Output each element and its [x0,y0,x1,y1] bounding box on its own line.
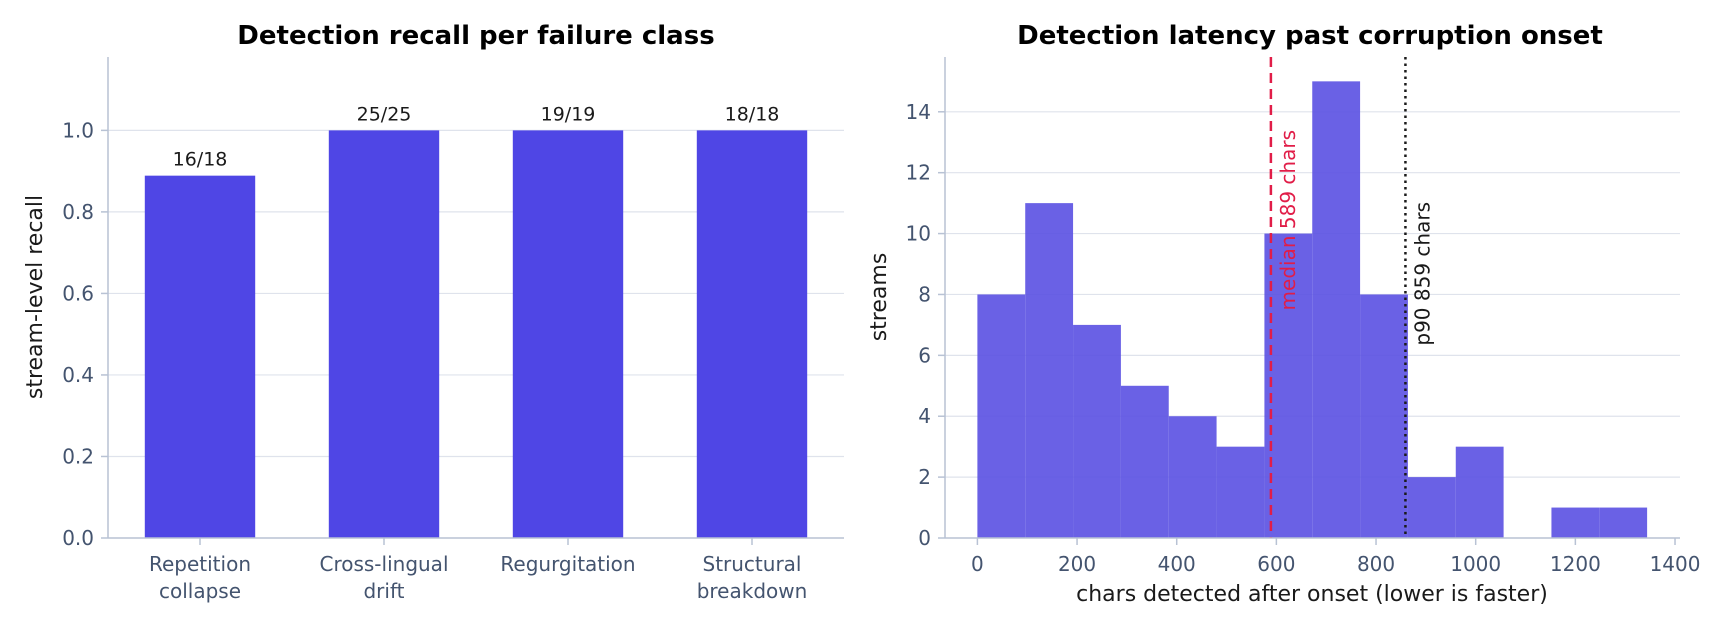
latency-histogram: Detection latency past corruption onset … [867,21,1700,607]
latency-y-tick-label: 8 [918,282,931,306]
recall-bar-value-label: 25/25 [357,103,412,125]
latency-bin [1360,294,1408,538]
recall-category-label: Cross-lingual drift [319,552,448,603]
latency-bin [1120,385,1169,538]
recall-category-label-line: Structural [703,552,802,576]
recall-y-axis-label: stream-level recall [23,195,48,399]
latency-y-axis-label: streams [867,253,892,342]
recall-y-ticks: 0.0 0.2 0.4 0.6 0.8 1.0 [62,118,108,550]
latency-x-tick-label: 1000 [1450,552,1501,576]
recall-category-label-line: Cross-lingual [319,552,448,576]
latency-bin [1455,446,1504,538]
latency-y-tick-label: 10 [906,222,931,246]
latency-reference-label: median 589 chars [1276,130,1300,310]
latency-chart-title: Detection latency past corruption onset [1017,21,1603,51]
recall-category-label: Repetition collapse [149,552,251,603]
recall-chart-title: Detection recall per failure class [237,21,714,51]
recall-category-label: Structural breakdown [697,552,808,603]
recall-y-tick-label: 0.8 [62,200,94,224]
latency-bin [977,294,1026,538]
latency-x-tick-label: 800 [1357,552,1395,576]
latency-bin [1168,416,1217,538]
latency-x-tick-label: 400 [1158,552,1196,576]
recall-bar-value-label: 18/18 [725,103,780,125]
recall-bar [512,130,624,539]
latency-bin [1407,477,1456,538]
latency-x-tick-label: 600 [1257,552,1295,576]
latency-x-tick-label: 200 [1058,552,1096,576]
latency-bin [1025,203,1074,538]
latency-bin [1599,507,1648,538]
latency-bin [1312,81,1361,538]
latency-bins [977,81,1648,538]
recall-bar-value-label: 19/19 [541,103,596,125]
latency-y-tick-label: 0 [918,526,931,550]
latency-x-tick-label: 1400 [1650,552,1701,576]
recall-category-label-line: collapse [159,579,241,603]
recall-bar [696,130,808,539]
recall-category-label-line: Repetition [149,552,251,576]
recall-bars [144,130,808,539]
latency-y-tick-label: 2 [918,465,931,489]
recall-y-tick-label: 1.0 [62,118,94,142]
recall-value-labels: 16/18 25/25 19/19 18/18 [173,103,780,170]
latency-bin [1264,233,1313,538]
recall-category-label-line: Regurgitation [500,552,635,576]
latency-reference-lines: median 589 chars p90 859 chars [1269,57,1434,538]
recall-category-label-line: breakdown [697,579,808,603]
latency-y-tick-label: 12 [906,161,931,185]
latency-x-tick-label: 1200 [1550,552,1601,576]
recall-bar-chart: Detection recall per failure class strea… [23,21,844,603]
latency-reference-label: p90 859 chars [1410,202,1434,346]
latency-x-tick-label: 0 [971,552,984,576]
latency-y-tick-label: 14 [906,100,931,124]
latency-y-tick-label: 6 [918,343,931,367]
latency-bin [1551,507,1600,538]
latency-x-axis-label: chars detected after onset (lower is fas… [1076,582,1548,607]
recall-category-label-line: drift [363,579,404,603]
latency-y-tick-label: 4 [918,404,931,428]
latency-bin [1073,324,1121,538]
latency-x-ticks: 0 200 400 600 800 1000 1200 1400 [971,538,1700,576]
recall-bar [144,175,256,538]
recall-x-ticks: Repetition collapse Cross-lingual drift Regu… [149,538,807,603]
recall-y-tick-label: 0.0 [62,526,94,550]
latency-y-ticks: 0 2 4 6 8 10 12 14 [906,100,945,550]
recall-y-tick-label: 0.4 [62,363,94,387]
recall-bar-value-label: 16/18 [173,149,228,171]
recall-bar [328,130,440,539]
recall-y-tick-label: 0.6 [62,281,94,305]
recall-y-tick-label: 0.2 [62,444,94,468]
latency-bin [1216,446,1265,538]
recall-category-label: Regurgitation [500,552,635,576]
